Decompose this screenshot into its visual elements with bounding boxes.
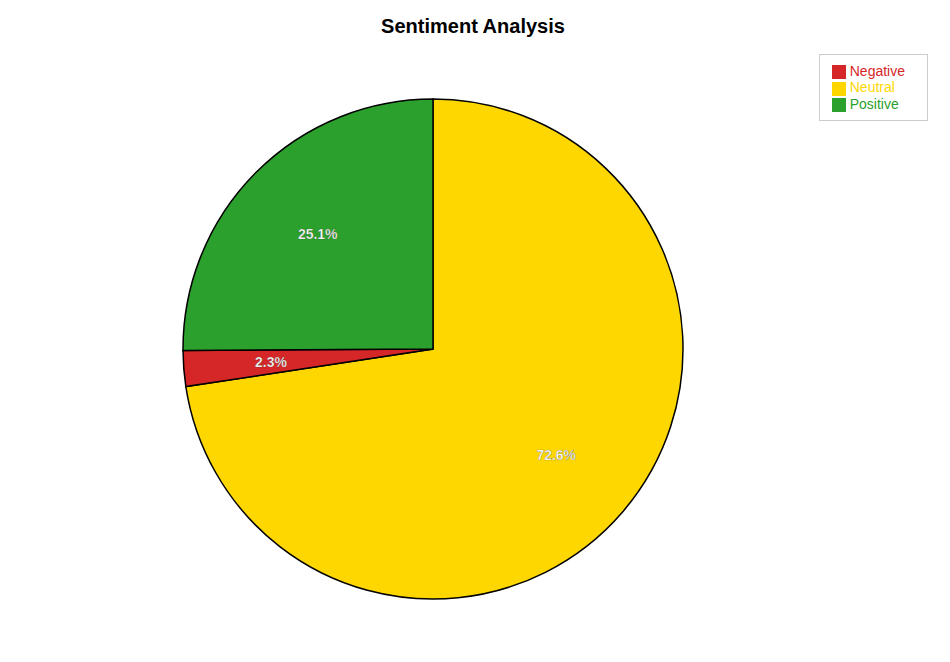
svg-text:2.3%: 2.3% — [255, 354, 287, 370]
html-text:Sentiment Analysis: Sentiment Analysis — [381, 15, 565, 37]
html-text:Positive: Positive — [849, 95, 899, 112]
svg-text:72.6%: 72.6% — [536, 447, 576, 463]
svg-text:25.1%: 25.1% — [298, 226, 338, 242]
html-text:Negative: Negative — [849, 63, 905, 79]
html-text:Neutral: Neutral — [849, 79, 895, 96]
